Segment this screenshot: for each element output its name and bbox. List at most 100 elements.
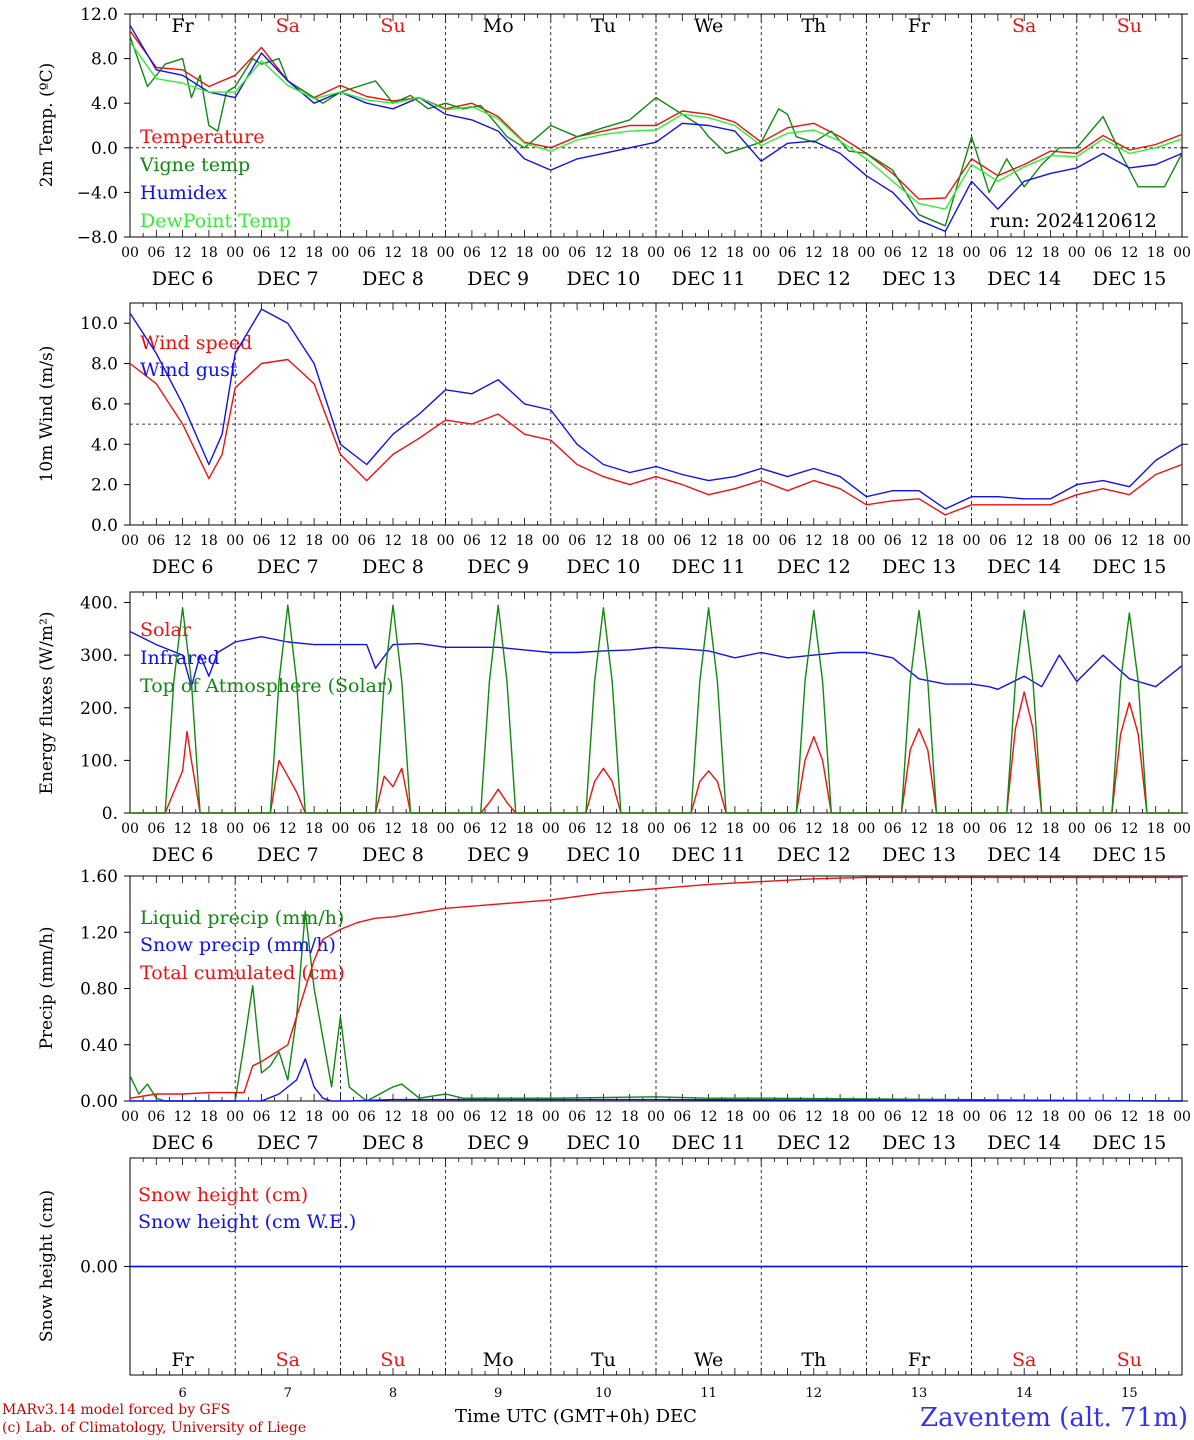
date-label: DEC 9 [467, 268, 529, 290]
y-tick-label: 4.0 [91, 435, 118, 455]
hour-tick-label: 18 [305, 821, 323, 837]
y-axis-label: Snow height (cm) [37, 1190, 57, 1342]
hour-tick-label: 12 [489, 1109, 507, 1125]
hour-tick-label: 12 [594, 245, 612, 261]
hour-tick-label: 18 [831, 533, 849, 549]
hour-tick-label: 12 [910, 1109, 928, 1125]
y-tick-label: 12.0 [80, 5, 118, 25]
date-label: DEC 6 [152, 1132, 214, 1154]
hour-tick-label: 12 [279, 1109, 297, 1125]
date-label: DEC 8 [362, 1132, 424, 1154]
hour-tick-label: 00 [121, 245, 139, 261]
hour-tick-label: 12 [805, 245, 823, 261]
day-abbr-label: Su [1117, 1349, 1142, 1371]
date-label: DEC 7 [257, 1132, 319, 1154]
date-label: DEC 7 [257, 844, 319, 866]
hour-tick-label: 00 [752, 1109, 770, 1125]
day-abbr-label: Mo [483, 15, 514, 37]
date-label: DEC 9 [467, 556, 529, 578]
y-tick-label: 0.00 [80, 1092, 118, 1112]
hour-tick-label: 18 [410, 245, 428, 261]
y-axis-label: 2m Temp. (ºC) [37, 63, 57, 188]
y-tick-label: 8.0 [91, 355, 118, 375]
hour-tick-label: 18 [1042, 533, 1060, 549]
date-label: DEC 6 [152, 268, 214, 290]
hour-tick-label: 18 [1147, 245, 1165, 261]
hour-tick-label: 06 [779, 533, 797, 549]
hour-tick-label: 00 [647, 1109, 665, 1125]
hour-tick-label: 00 [647, 533, 665, 549]
hour-tick-label: 06 [884, 245, 902, 261]
hour-tick-label: 12 [279, 821, 297, 837]
y-tick-label: 6.0 [91, 395, 118, 415]
hour-tick-label: 18 [621, 533, 639, 549]
credit-line-2: (c) Lab. of Climatology, University of L… [2, 1420, 307, 1436]
hour-tick-label: 18 [726, 821, 744, 837]
hour-tick-label: 12 [805, 533, 823, 549]
hour-tick-label: 00 [752, 821, 770, 837]
hour-tick-label: 06 [1094, 533, 1112, 549]
hour-tick-label: 12 [279, 245, 297, 261]
date-label: DEC 11 [672, 268, 746, 290]
date-label: DEC 8 [362, 844, 424, 866]
hour-tick-label: 18 [516, 245, 534, 261]
hour-tick-label: 06 [673, 1109, 691, 1125]
date-label: DEC 14 [987, 1132, 1061, 1154]
hour-tick-label: 12 [700, 1109, 718, 1125]
hour-tick-label: 06 [463, 245, 481, 261]
y-tick-label: 4.0 [91, 94, 118, 114]
hour-tick-label: 00 [437, 821, 455, 837]
day-abbr-label: Sa [276, 15, 300, 37]
y-tick-label: 0.0 [91, 139, 118, 159]
y-tick-label: 100. [80, 751, 118, 771]
hour-tick-label: 12 [594, 821, 612, 837]
hour-tick-label: 00 [857, 821, 875, 837]
hour-tick-label: 00 [752, 533, 770, 549]
day-abbr-label: Fr [908, 1349, 931, 1371]
day-abbr-label: Sa [1012, 15, 1036, 37]
hour-tick-label: 06 [568, 245, 586, 261]
hour-tick-label: 00 [1173, 821, 1191, 837]
date-label: DEC 10 [566, 556, 640, 578]
series-line-vigne-temp [129, 36, 1183, 227]
hour-tick-label: 18 [936, 533, 954, 549]
hour-tick-label: 06 [358, 533, 376, 549]
hour-tick-label: 18 [726, 1109, 744, 1125]
hour-tick-label: 06 [463, 821, 481, 837]
hour-tick-label: 00 [437, 1109, 455, 1125]
hour-tick-label: 06 [673, 245, 691, 261]
legend-entry: Snow precip (mm/h) [140, 934, 336, 956]
legend-entry: Wind gust [140, 359, 238, 381]
hour-tick-label: 00 [331, 1109, 349, 1125]
hour-tick-label: 06 [147, 533, 165, 549]
day-abbr-label: Fr [908, 15, 931, 37]
hour-tick-label: 06 [568, 533, 586, 549]
hour-tick-label: 06 [147, 245, 165, 261]
hour-tick-label: 18 [1042, 245, 1060, 261]
series-line-temperature [129, 30, 1183, 200]
hour-tick-label: 00 [963, 821, 981, 837]
x-axis-title: Time UTC (GMT+0h) DEC [455, 1406, 697, 1427]
day-abbr-label: Sa [276, 1349, 300, 1371]
date-label: DEC 15 [1092, 844, 1166, 866]
hour-tick-label: 06 [779, 1109, 797, 1125]
hour-tick-label: 06 [884, 1109, 902, 1125]
day-abbr-label: Fr [171, 15, 194, 37]
hour-tick-label: 18 [831, 245, 849, 261]
date-label: DEC 13 [882, 268, 956, 290]
hour-tick-label: 12 [1015, 1109, 1033, 1125]
hour-tick-label: 12 [805, 1109, 823, 1125]
hour-tick-label: 12 [1120, 821, 1138, 837]
hour-tick-label: 12 [700, 533, 718, 549]
hour-tick-label: 18 [200, 1109, 218, 1125]
hour-tick-label: 18 [410, 533, 428, 549]
hour-tick-label: 12 [489, 533, 507, 549]
date-label: DEC 11 [672, 1132, 746, 1154]
y-tick-label: 0.40 [80, 1036, 118, 1056]
hour-tick-label: 18 [726, 245, 744, 261]
hour-tick-label: 00 [1068, 1109, 1086, 1125]
date-label: DEC 15 [1092, 556, 1166, 578]
hour-tick-label: 06 [884, 821, 902, 837]
hour-tick-label: 00 [226, 821, 244, 837]
